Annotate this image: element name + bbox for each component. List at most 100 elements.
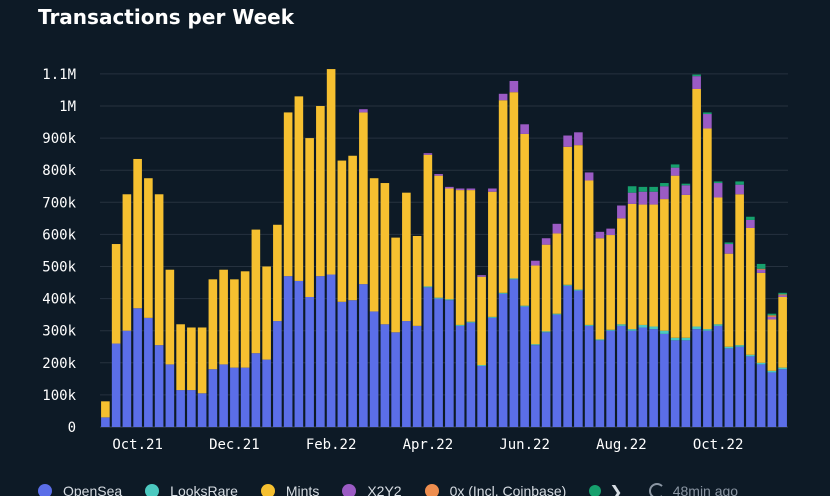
bar-segment-mints[interactable] xyxy=(767,319,777,371)
bar-segment-x2y2[interactable] xyxy=(563,135,572,147)
bar-segment-looksrare[interactable] xyxy=(617,324,626,326)
legend-item-mints[interactable]: Mints xyxy=(260,483,319,496)
bar-segment-opensea[interactable] xyxy=(617,325,626,427)
bar-segment-x2y2[interactable] xyxy=(638,191,648,205)
bar-segment-opensea[interactable] xyxy=(466,322,476,427)
bar-segment-mints[interactable] xyxy=(778,297,787,368)
bar-segment-x2y2[interactable] xyxy=(735,184,744,195)
bar-segment-opensea[interactable] xyxy=(638,327,648,427)
bar-segment-other[interactable] xyxy=(627,186,637,193)
bar-segment-other[interactable] xyxy=(660,183,669,187)
bar-segment-mints[interactable] xyxy=(380,183,390,325)
bar-segment-other[interactable] xyxy=(756,263,766,269)
bar-segment-opensea[interactable] xyxy=(111,343,121,427)
bar-segment-mints[interactable] xyxy=(681,194,691,338)
bar-segment-mints[interactable] xyxy=(262,266,271,360)
bar-segment-mints[interactable] xyxy=(724,253,734,347)
bar-segment-other[interactable] xyxy=(670,164,680,168)
bar-segment-zerox[interactable] xyxy=(778,294,787,296)
bar-segment-mints[interactable] xyxy=(144,178,153,318)
bar-segment-x2y2[interactable] xyxy=(498,93,508,101)
bar-segment-mints[interactable] xyxy=(348,155,357,301)
bar-segment-looksrare[interactable] xyxy=(574,289,583,291)
bar-segment-mints[interactable] xyxy=(251,229,261,354)
bar-segment-looksrare[interactable] xyxy=(552,313,562,315)
bar-segment-opensea[interactable] xyxy=(133,308,142,427)
bar-segment-mints[interactable] xyxy=(187,327,196,391)
bar-segment-opensea[interactable] xyxy=(154,345,164,427)
bar-segment-x2y2[interactable] xyxy=(595,231,605,239)
bar-segment-x2y2[interactable] xyxy=(703,114,712,129)
bar-segment-x2y2[interactable] xyxy=(670,167,680,176)
bar-segment-looksrare[interactable] xyxy=(563,284,572,286)
bar-segment-opensea[interactable] xyxy=(348,300,357,427)
bar-segment-looksrare[interactable] xyxy=(681,337,691,341)
bar-segment-x2y2[interactable] xyxy=(488,188,497,192)
bar-segment-opensea[interactable] xyxy=(509,279,519,427)
bar-segment-mints[interactable] xyxy=(617,218,626,325)
bar-segment-opensea[interactable] xyxy=(251,353,261,427)
bar-segment-mints[interactable] xyxy=(434,175,443,298)
bar-segment-mints[interactable] xyxy=(455,190,465,325)
bar-segment-x2y2[interactable] xyxy=(541,238,551,245)
bar-segment-opensea[interactable] xyxy=(778,369,787,427)
bar-segment-opensea[interactable] xyxy=(767,372,777,427)
bar-segment-x2y2[interactable] xyxy=(466,188,476,191)
bar-segment-x2y2[interactable] xyxy=(423,153,433,155)
bar-segment-opensea[interactable] xyxy=(273,321,282,427)
bar-segment-looksrare[interactable] xyxy=(660,330,669,334)
bar-segment-opensea[interactable] xyxy=(434,298,443,427)
bar-segment-opensea[interactable] xyxy=(724,348,734,427)
bar-segment-opensea[interactable] xyxy=(305,297,314,427)
bar-segment-mints[interactable] xyxy=(498,100,508,293)
bar-segment-looksrare[interactable] xyxy=(477,365,486,367)
bar-segment-x2y2[interactable] xyxy=(552,223,562,234)
bar-segment-opensea[interactable] xyxy=(165,364,175,427)
bar-segment-mints[interactable] xyxy=(563,146,572,285)
bar-segment-mints[interactable] xyxy=(746,227,755,355)
bar-segment-opensea[interactable] xyxy=(477,366,486,427)
bar-segment-opensea[interactable] xyxy=(584,325,594,427)
bar-segment-opensea[interactable] xyxy=(649,329,658,427)
bar-segment-opensea[interactable] xyxy=(563,285,572,427)
bar-segment-opensea[interactable] xyxy=(316,276,325,427)
bar-segment-opensea[interactable] xyxy=(197,393,207,427)
bar-segment-x2y2[interactable] xyxy=(767,316,777,320)
bar-segment-opensea[interactable] xyxy=(359,284,368,427)
bar-segment-mints[interactable] xyxy=(219,269,228,365)
bar-segment-mints[interactable] xyxy=(326,69,336,275)
bar-segment-looksrare[interactable] xyxy=(520,305,529,307)
bar-segment-looksrare[interactable] xyxy=(434,297,443,299)
bar-segment-mints[interactable] xyxy=(627,203,637,330)
bar-segment-opensea[interactable] xyxy=(552,314,562,427)
bar-segment-opensea[interactable] xyxy=(144,317,153,427)
bar-segment-x2y2[interactable] xyxy=(627,192,637,204)
bar-segment-opensea[interactable] xyxy=(746,356,755,427)
bar-segment-opensea[interactable] xyxy=(294,280,304,427)
bar-segment-opensea[interactable] xyxy=(369,311,379,427)
bar-segment-mints[interactable] xyxy=(584,180,594,325)
bar-segment-opensea[interactable] xyxy=(531,345,540,427)
bar-segment-x2y2[interactable] xyxy=(713,183,723,198)
bar-segment-mints[interactable] xyxy=(240,271,250,368)
bar-segment-x2y2[interactable] xyxy=(574,132,583,146)
bar-segment-opensea[interactable] xyxy=(230,367,239,427)
bar-segment-opensea[interactable] xyxy=(488,317,497,427)
bar-segment-mints[interactable] xyxy=(369,178,379,312)
bar-segment-mints[interactable] xyxy=(412,236,422,326)
bar-segment-opensea[interactable] xyxy=(176,390,185,427)
legend-item-opensea[interactable]: OpenSea xyxy=(38,483,122,496)
bar-segment-opensea[interactable] xyxy=(498,293,508,427)
bar-segment-looksrare[interactable] xyxy=(541,331,551,333)
bar-segment-mints[interactable] xyxy=(488,191,497,317)
bar-segment-opensea[interactable] xyxy=(541,332,551,427)
bar-segment-mints[interactable] xyxy=(176,324,185,391)
bar-segment-looksrare[interactable] xyxy=(606,329,615,331)
bar-segment-mints[interactable] xyxy=(337,160,347,302)
bar-segment-looksrare[interactable] xyxy=(649,326,658,330)
bar-segment-mints[interactable] xyxy=(692,88,701,327)
bar-segment-x2y2[interactable] xyxy=(660,186,669,200)
bar-segment-mints[interactable] xyxy=(230,279,239,368)
bar-segment-other[interactable] xyxy=(735,181,744,185)
bar-segment-x2y2[interactable] xyxy=(692,76,701,89)
